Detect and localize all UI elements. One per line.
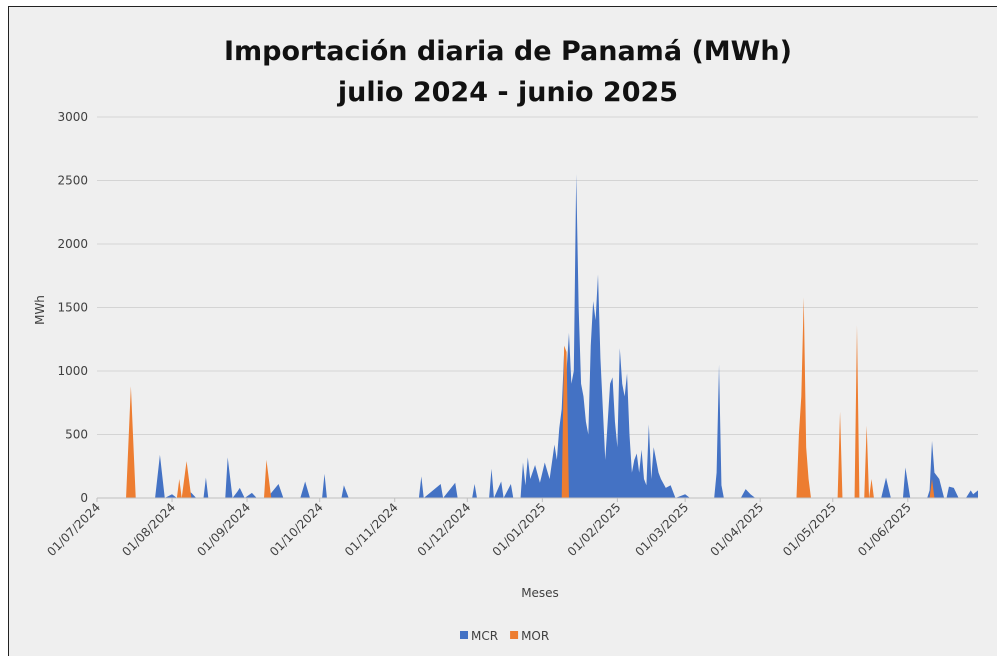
chart-subtitle: julio 2024 - junio 2025 <box>337 77 678 108</box>
legend-swatch <box>510 631 519 639</box>
legend-swatch <box>460 631 468 639</box>
y-tick-label: 2500 <box>57 174 88 188</box>
y-tick-label: 500 <box>65 428 88 442</box>
y-tick-label: 1000 <box>57 364 88 378</box>
legend-label: MCR <box>471 629 498 643</box>
y-tick-label: 0 <box>80 491 88 505</box>
area-1 <box>97 297 978 498</box>
y-tick-label: 3000 <box>57 110 88 124</box>
x-axis-label: Meses <box>521 586 559 600</box>
y-axis-label: MWh <box>33 295 47 325</box>
legend-label: MOR <box>521 629 549 643</box>
y-tick-label: 1500 <box>57 301 88 315</box>
chart-frame <box>8 6 997 656</box>
chart-title: Importación diaria de Panamá (MWh) <box>224 36 792 67</box>
y-tick-label: 2000 <box>57 237 88 251</box>
